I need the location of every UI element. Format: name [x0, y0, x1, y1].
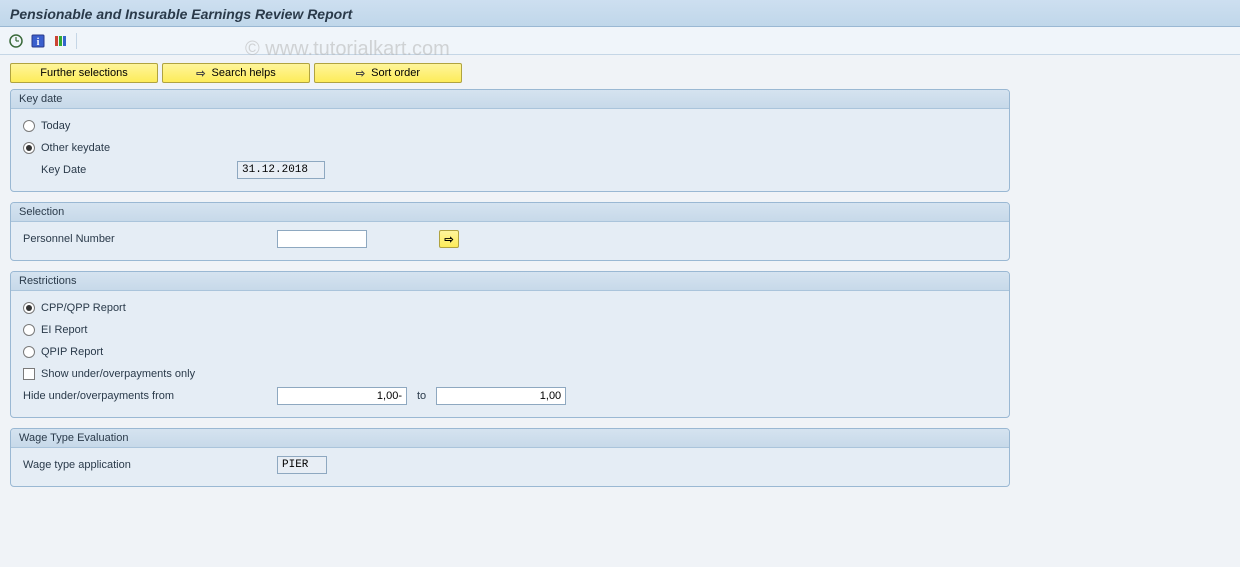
radio-other-row[interactable]: Other keydate: [23, 137, 997, 159]
arrow-right-icon: ⇨: [196, 67, 205, 80]
execute-icon[interactable]: [8, 33, 24, 49]
variant-icon[interactable]: [52, 33, 68, 49]
svg-text:i: i: [37, 37, 40, 48]
group-restrictions: Restrictions CPP/QPP Report EI Report QP…: [10, 271, 1010, 418]
group-keydate: Key date Today Other keydate Key Date: [10, 89, 1010, 192]
group-header-restrictions: Restrictions: [11, 272, 1009, 291]
wage-app-field[interactable]: [277, 456, 327, 474]
radio-today-row[interactable]: Today: [23, 115, 997, 137]
search-helps-label: Search helps: [212, 67, 276, 79]
toolbar: i: [0, 27, 1240, 55]
radio-cpp-row[interactable]: CPP/QPP Report: [23, 297, 997, 319]
wage-app-label: Wage type application: [23, 459, 271, 471]
radio-cpp[interactable]: [23, 302, 35, 314]
personnel-label: Personnel Number: [23, 233, 271, 245]
hide-from-input[interactable]: [277, 387, 407, 405]
checkbox-show-row[interactable]: Show under/overpayments only: [23, 363, 997, 385]
button-row: Further selections ⇨ Search helps ⇨ Sort…: [10, 63, 1230, 83]
radio-qpip-label: QPIP Report: [41, 346, 103, 358]
radio-qpip[interactable]: [23, 346, 35, 358]
radio-qpip-row[interactable]: QPIP Report: [23, 341, 997, 363]
radio-ei-row[interactable]: EI Report: [23, 319, 997, 341]
toolbar-divider: [76, 33, 77, 49]
radio-cpp-label: CPP/QPP Report: [41, 302, 126, 314]
radio-other[interactable]: [23, 142, 35, 154]
group-selection: Selection Personnel Number ⇨: [10, 202, 1010, 261]
key-date-field[interactable]: [237, 161, 325, 179]
radio-today-label: Today: [41, 120, 70, 132]
personnel-input[interactable]: [277, 230, 367, 248]
checkbox-show-label: Show under/overpayments only: [41, 368, 195, 380]
radio-other-label: Other keydate: [41, 142, 110, 154]
content: Further selections ⇨ Search helps ⇨ Sort…: [0, 55, 1240, 505]
multiple-selection-button[interactable]: ⇨: [439, 230, 459, 248]
title-bar: Pensionable and Insurable Earnings Revie…: [0, 0, 1240, 27]
search-helps-button[interactable]: ⇨ Search helps: [162, 63, 310, 83]
group-header-selection: Selection: [11, 203, 1009, 222]
further-selections-button[interactable]: Further selections: [10, 63, 158, 83]
to-label: to: [417, 390, 426, 402]
sort-order-label: Sort order: [371, 67, 420, 79]
arrow-right-icon: ⇨: [356, 67, 365, 80]
arrow-right-icon: ⇨: [444, 233, 453, 246]
radio-today[interactable]: [23, 120, 35, 132]
sort-order-button[interactable]: ⇨ Sort order: [314, 63, 462, 83]
further-selections-label: Further selections: [40, 67, 127, 79]
hide-to-input[interactable]: [436, 387, 566, 405]
checkbox-show[interactable]: [23, 368, 35, 380]
radio-ei[interactable]: [23, 324, 35, 336]
radio-ei-label: EI Report: [41, 324, 87, 336]
page-title: Pensionable and Insurable Earnings Revie…: [10, 6, 352, 22]
info-icon[interactable]: i: [30, 33, 46, 49]
hide-label: Hide under/overpayments from: [23, 390, 271, 402]
key-date-label: Key Date: [41, 164, 231, 176]
group-wage: Wage Type Evaluation Wage type applicati…: [10, 428, 1010, 487]
group-header-keydate: Key date: [11, 90, 1009, 109]
group-header-wage: Wage Type Evaluation: [11, 429, 1009, 448]
